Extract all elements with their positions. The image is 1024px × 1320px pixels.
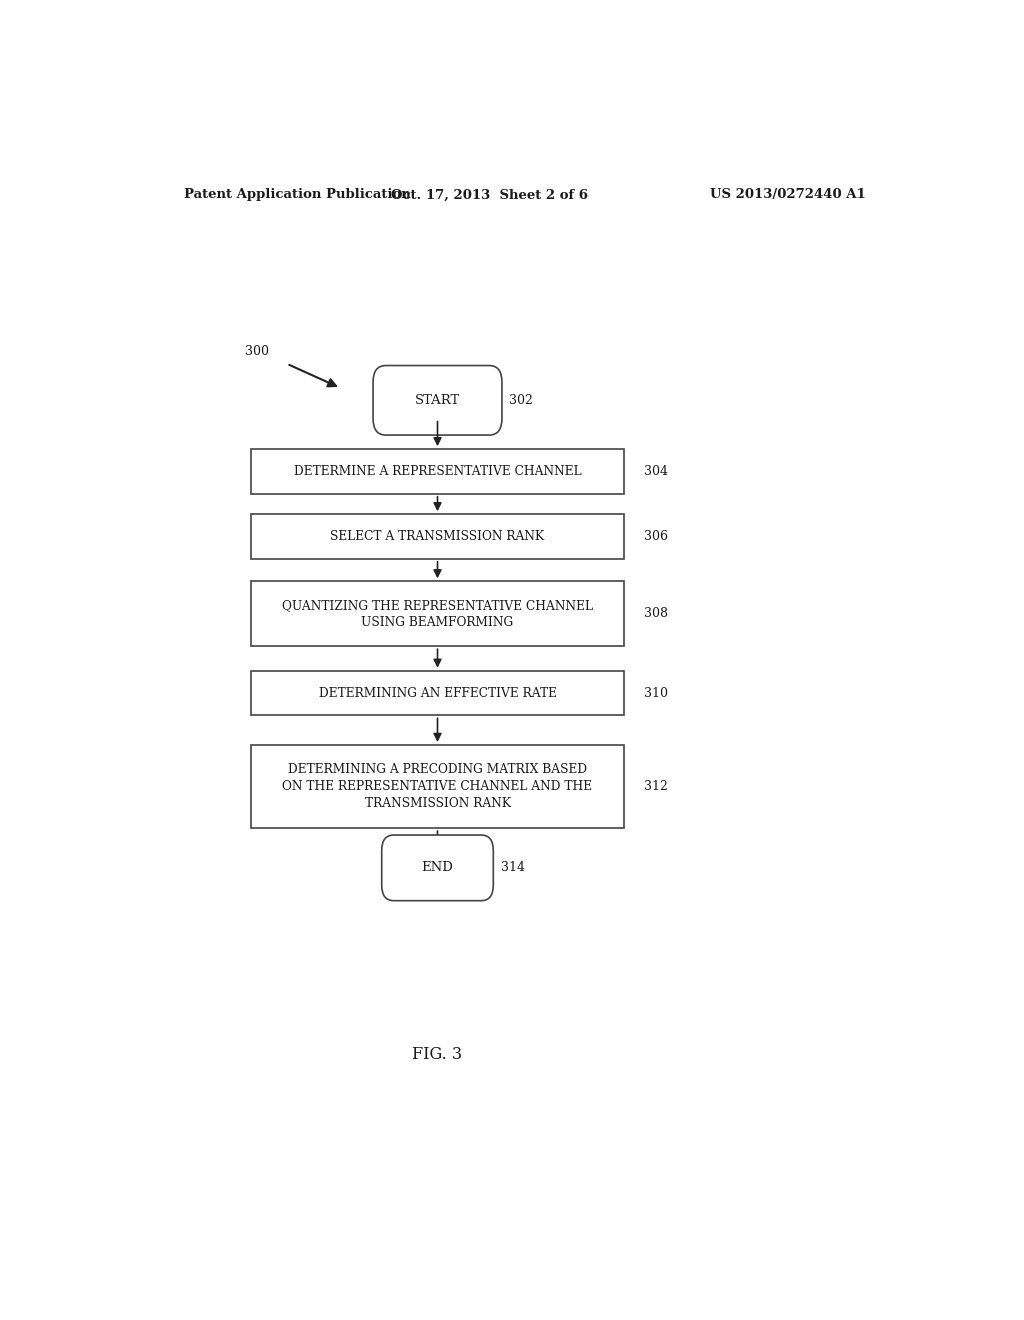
FancyBboxPatch shape — [382, 836, 494, 900]
Text: 300: 300 — [246, 345, 269, 358]
Text: 314: 314 — [501, 862, 525, 874]
Text: US 2013/0272440 A1: US 2013/0272440 A1 — [711, 189, 866, 202]
Text: 312: 312 — [644, 780, 668, 793]
Bar — [251, 449, 624, 494]
Text: DETERMINING AN EFFECTIVE RATE: DETERMINING AN EFFECTIVE RATE — [318, 686, 556, 700]
Text: 310: 310 — [644, 686, 668, 700]
Bar — [251, 581, 624, 647]
Text: END: END — [422, 862, 454, 874]
FancyBboxPatch shape — [373, 366, 502, 436]
Text: 304: 304 — [644, 465, 668, 478]
Text: QUANTIZING THE REPRESENTATIVE CHANNEL
USING BEAMFORMING: QUANTIZING THE REPRESENTATIVE CHANNEL US… — [282, 599, 593, 628]
Text: DETERMINE A REPRESENTATIVE CHANNEL: DETERMINE A REPRESENTATIVE CHANNEL — [294, 465, 582, 478]
Text: SELECT A TRANSMISSION RANK: SELECT A TRANSMISSION RANK — [331, 531, 545, 543]
Bar — [251, 671, 624, 715]
Bar — [251, 515, 624, 558]
Text: Patent Application Publication: Patent Application Publication — [183, 189, 411, 202]
Text: FIG. 3: FIG. 3 — [413, 1047, 463, 1064]
Text: DETERMINING A PRECODING MATRIX BASED
ON THE REPRESENTATIVE CHANNEL AND THE
TRANS: DETERMINING A PRECODING MATRIX BASED ON … — [283, 763, 593, 810]
Text: 302: 302 — [509, 393, 532, 407]
Text: Oct. 17, 2013  Sheet 2 of 6: Oct. 17, 2013 Sheet 2 of 6 — [390, 189, 588, 202]
Text: 306: 306 — [644, 531, 668, 543]
Text: 308: 308 — [644, 607, 668, 620]
Bar — [251, 744, 624, 828]
Text: START: START — [415, 393, 460, 407]
